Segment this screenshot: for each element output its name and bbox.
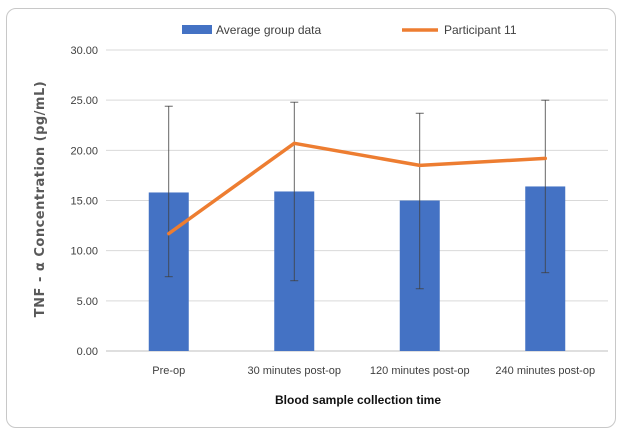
x-axis-title: Blood sample collection time	[275, 393, 441, 407]
legend-label-average: Average group data	[216, 23, 322, 37]
y-tick-label: 5.00	[77, 296, 98, 308]
x-tick-label: Pre-op	[152, 365, 185, 377]
legend-swatch-average	[182, 25, 212, 34]
y-tick-label: 20.00	[70, 145, 98, 157]
x-tick-label: 30 minutes post-op	[247, 365, 341, 377]
x-tick-label: 120 minutes post-op	[370, 365, 470, 377]
chart: 0.00 5.00 10.00 15.00 20.00 25.00 30.00 Pre-op…	[33, 23, 608, 407]
y-axis-title: TNF - α Concentration (pg/mL)	[33, 81, 48, 317]
series-line-participant-11	[167, 141, 547, 236]
y-tick-label: 30.00	[70, 45, 98, 57]
x-tick-label: 240 minutes post-op	[495, 365, 595, 377]
y-tick-label: 15.00	[70, 196, 98, 208]
y-tick-label: 10.00	[70, 246, 98, 258]
y-tick-label: 25.00	[70, 95, 98, 107]
legend-label-participant: Participant 11	[444, 23, 517, 37]
y-tick-label: 0.00	[77, 346, 98, 358]
legend: Average group data Participant 11	[182, 23, 517, 37]
